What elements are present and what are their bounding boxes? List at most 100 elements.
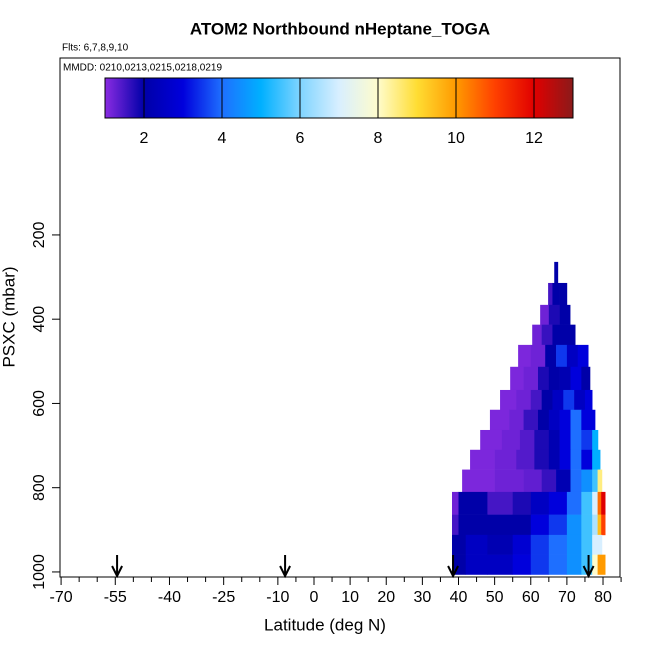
cell [570,409,582,431]
cell [548,449,560,470]
flight-arrow [447,555,459,579]
cell [530,389,542,411]
cell [512,514,532,536]
cell [584,389,593,411]
cell [465,534,488,555]
cell [523,469,542,493]
cell [452,514,459,536]
cell [534,449,550,470]
cell [581,534,593,555]
cell [548,514,568,536]
x-tick-label: 20 [377,589,395,606]
flight-arrow [111,555,123,579]
cell [592,429,599,451]
cell [494,469,524,493]
cell [566,514,582,536]
cell [581,366,591,391]
cell [537,409,550,431]
cell [500,389,517,411]
cell [570,469,582,493]
y-tick-label: 200 [31,221,48,248]
cell [487,514,513,536]
cell [566,534,582,555]
y-tick-label: 400 [31,306,48,333]
cell [548,282,553,306]
cell [556,469,571,493]
cell [601,491,606,515]
plot-frame [59,57,621,578]
cell [487,534,513,555]
y-tick-label: 600 [31,390,48,417]
cell [548,366,560,391]
cell [597,491,602,515]
cell [458,491,488,515]
cell [597,554,606,575]
cell [530,514,550,536]
chart-title: ATOM2 Northbound nHeptane_TOGA [190,19,490,38]
cell [516,449,535,470]
cell [541,469,557,493]
y-tick-label: 800 [31,474,48,501]
cell [592,491,598,515]
x-tick-label: -25 [212,589,235,606]
cell [581,409,596,431]
x-tick-label: -10 [266,589,289,606]
cell [510,366,524,391]
cell [494,449,517,470]
cell [548,534,568,555]
x-tick-label: 40 [450,589,468,606]
colorbar-tick-label: 4 [218,130,227,147]
cell [559,449,571,470]
x-tick-label: -55 [104,589,127,606]
cell [570,366,582,391]
cell [548,491,568,515]
colorbar-tick-label: 6 [296,130,305,147]
cell [592,449,601,470]
cell [548,409,560,431]
colorbar [104,77,574,119]
colorbar-tick-label: 10 [447,130,465,147]
cell [523,409,539,431]
cell [487,491,513,515]
cell [530,554,550,575]
cell [552,324,564,346]
cell [537,366,550,391]
cell [530,534,550,555]
cell [592,554,598,575]
cell [470,449,495,470]
x-tick-label: 80 [594,589,612,606]
x-tick-label: 60 [522,589,540,606]
cell [592,514,598,536]
cell [530,344,546,368]
x-axis-label: Latitude (deg N) [264,615,386,634]
colorbar-tick-label: 8 [374,130,383,147]
cell [545,344,557,368]
cell [452,534,467,555]
cell [532,324,542,346]
cell [518,344,532,368]
cell [592,469,598,493]
cell [487,554,513,575]
cell [554,261,559,284]
cell [570,429,582,451]
cell [516,389,532,411]
cell [552,282,560,306]
cell [566,491,582,515]
cell [462,469,495,493]
flight-arrow [582,555,595,579]
cell [548,429,560,451]
cell [581,449,593,470]
cell [489,409,510,431]
subtitle: Flts: 6,7,8,9,10 [62,43,129,54]
cell [501,429,521,451]
cell [581,469,593,493]
x-tick-label: 30 [413,589,431,606]
cell [519,429,535,451]
cell [548,304,560,325]
cell [552,389,564,411]
cell [597,469,603,493]
cell [512,554,532,575]
cell [563,324,576,346]
x-tick-label: -70 [50,589,73,606]
cell [556,344,568,368]
